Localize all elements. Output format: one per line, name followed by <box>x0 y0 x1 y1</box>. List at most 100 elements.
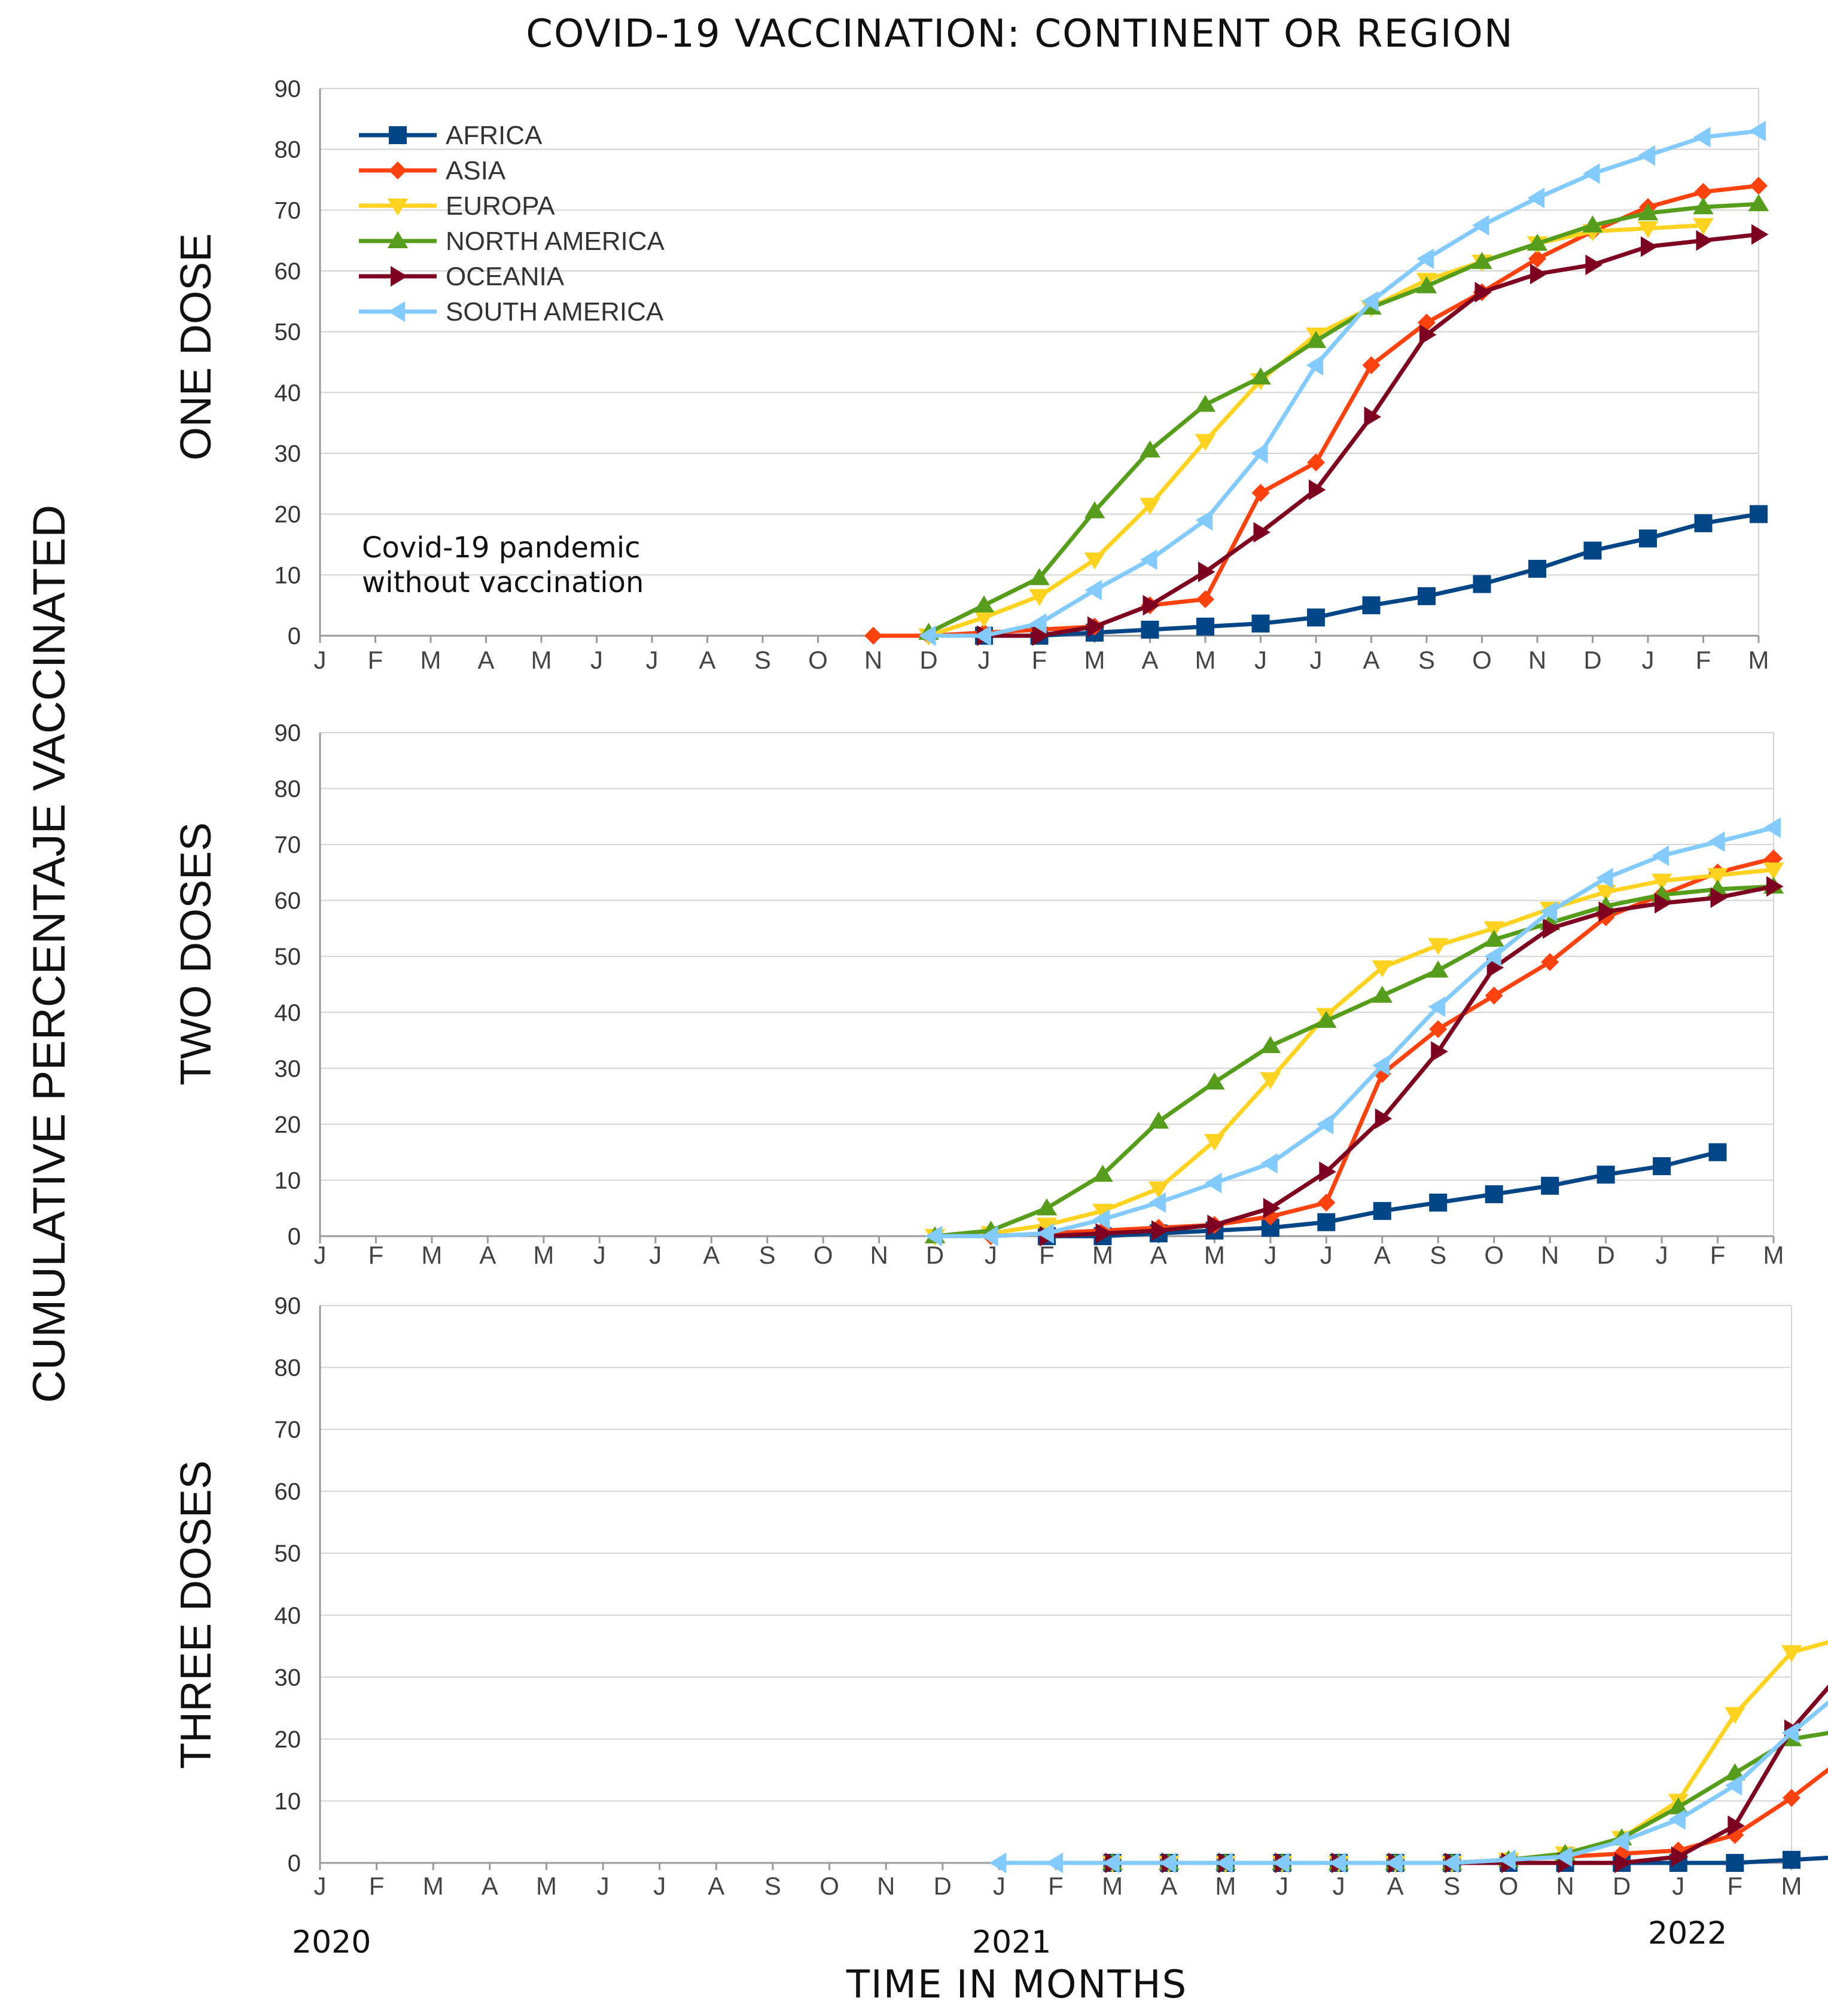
panel-label: TWO DOSES <box>172 822 220 1085</box>
data-point <box>1596 867 1613 889</box>
x-tick-label: J <box>1642 646 1655 674</box>
data-point <box>1585 254 1602 276</box>
data-point <box>1416 248 1434 269</box>
legend-item-europa: EUROPA <box>359 191 555 221</box>
data-point <box>1431 1041 1448 1062</box>
data-point <box>1748 120 1766 142</box>
data-point <box>1693 127 1711 148</box>
x-tick-label: O <box>808 646 828 674</box>
series-south-america <box>989 1700 1828 1874</box>
legend-marker <box>389 126 407 144</box>
data-point <box>1251 614 1270 633</box>
x-tick-label: J <box>978 646 991 674</box>
data-point <box>1527 187 1544 209</box>
data-point <box>1036 1218 1058 1235</box>
x-tick-label: S <box>759 1241 776 1269</box>
data-point <box>1763 862 1784 880</box>
data-point <box>1637 203 1659 221</box>
x-tick-label: S <box>1443 1872 1460 1900</box>
data-point <box>1316 1114 1334 1135</box>
y-tick-label: 0 <box>288 623 301 649</box>
data-point <box>1140 549 1157 571</box>
data-point <box>1694 514 1713 532</box>
data-point <box>1309 479 1326 501</box>
data-point <box>925 1225 943 1247</box>
data-point <box>1555 1846 1573 1867</box>
data-point <box>1696 230 1713 251</box>
data-point <box>989 1852 1007 1874</box>
x-tick-label: D <box>934 1872 952 1900</box>
x-tick-label: F <box>1710 1241 1726 1269</box>
x-tick-label: A <box>1387 1872 1404 1900</box>
data-point <box>1473 575 1491 593</box>
x-tick-label: M <box>1092 1241 1113 1269</box>
y-tick-label: 10 <box>275 1788 301 1814</box>
x-tick-label: S <box>764 1872 781 1900</box>
data-point <box>1375 1108 1393 1129</box>
data-point <box>1783 1850 1800 1869</box>
x-tick-label: F <box>1048 1872 1064 1900</box>
series-oceania <box>1105 1684 1828 1874</box>
legend-label: EUROPA <box>446 191 555 221</box>
data-point <box>1428 996 1446 1017</box>
x-tick-label: N <box>1541 1241 1559 1269</box>
data-point <box>1029 613 1047 634</box>
x-tick-label: J <box>314 1241 327 1269</box>
x-tick-label: A <box>1363 646 1379 674</box>
x-tick-label: M <box>1748 646 1769 674</box>
series-line-north-america <box>934 884 1774 1239</box>
x-tick-label: J <box>314 1872 327 1900</box>
series-south-america <box>925 817 1781 1247</box>
x-tick-label: J <box>646 646 659 674</box>
data-point <box>1362 356 1381 374</box>
data-point <box>1668 1797 1689 1814</box>
y-tick-label: 80 <box>275 137 301 163</box>
x-tick-label: A <box>479 1241 496 1269</box>
data-point <box>1305 331 1327 348</box>
data-point <box>1195 395 1216 412</box>
legend-label: OCEANIA <box>446 262 565 291</box>
legend-label: ASIA <box>446 156 506 185</box>
legend-marker <box>389 161 407 179</box>
series-line-north-america <box>927 202 1759 635</box>
data-point <box>1671 1846 1689 1867</box>
y-tick-label: 60 <box>275 1479 301 1505</box>
series-line-europa <box>1112 1640 1828 1865</box>
data-point <box>1260 1153 1278 1174</box>
data-point <box>1029 568 1050 585</box>
data-point <box>1582 215 1603 233</box>
series-oceania <box>1040 876 1784 1247</box>
data-point <box>1595 885 1616 902</box>
data-point <box>1307 608 1325 627</box>
x-tick-label: O <box>1484 1241 1504 1269</box>
data-point <box>1498 1849 1516 1871</box>
data-point <box>1655 893 1672 914</box>
x-tick-label: J <box>1656 1241 1668 1269</box>
data-point <box>1541 953 1559 971</box>
data-point <box>973 595 995 613</box>
legend: AFRICA ASIA EUROPA NORTH AMERICA OCEANIA SOUT… <box>359 121 665 327</box>
data-point <box>1364 406 1381 428</box>
data-point <box>1272 1852 1290 1874</box>
data-point <box>864 627 882 645</box>
x-tick-label: D <box>1597 1241 1614 1269</box>
y-tick-label: 40 <box>275 1000 301 1026</box>
panel-two-doses: TWO DOSES 0 10 20 30 40 50 60 70 80 90 J F M A M J J A S O N D… <box>172 720 1784 1269</box>
data-point <box>1319 1161 1336 1182</box>
data-point <box>1148 1181 1169 1198</box>
data-point <box>1543 918 1560 939</box>
data-point <box>1250 367 1271 385</box>
data-point <box>1530 263 1547 285</box>
data-point <box>1148 1192 1166 1213</box>
data-point <box>1728 1815 1745 1837</box>
data-point <box>1541 1176 1559 1195</box>
data-point <box>1527 233 1548 251</box>
data-point <box>1485 1185 1503 1203</box>
data-point <box>1102 1852 1120 1874</box>
data-point <box>1092 1164 1113 1182</box>
data-point <box>1373 1201 1391 1220</box>
data-point <box>1708 1143 1727 1161</box>
data-point <box>1261 1218 1279 1237</box>
x-tick-label: J <box>1254 646 1267 674</box>
data-point <box>1583 541 1602 560</box>
